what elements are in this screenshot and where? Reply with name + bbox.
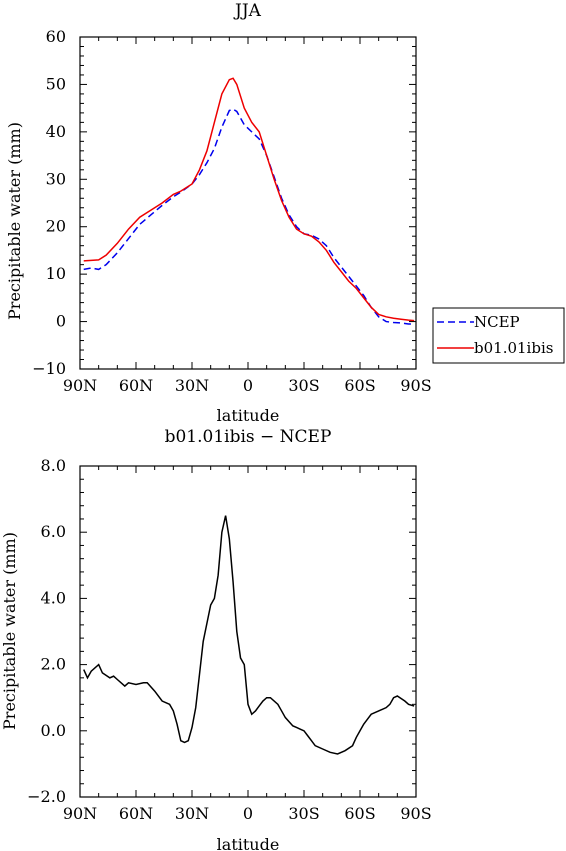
chart-bottom-x-tick-label: 30N [175, 804, 209, 823]
chart-bottom-ylabel: Precipitable water (mm) [0, 532, 19, 730]
chart-top-x-tick-label: 0 [243, 376, 253, 395]
chart-bottom-x-tick-label: 90N [63, 804, 97, 823]
chart-bottom-y-tick-label: 4.0 [41, 588, 66, 607]
chart-top-plot-frame [79, 36, 417, 370]
chart-bottom-y-tick-label: 2.0 [41, 655, 66, 674]
chart-top-ylabel: Precipitable water (mm) [5, 122, 24, 320]
chart-bottom-plot-frame [79, 465, 417, 798]
chart-top-x-tick-label: 30N [175, 376, 209, 395]
chart-top-y-tick-label: 20 [46, 217, 66, 236]
chart-top-x-tick-label: 30S [288, 376, 319, 395]
chart-top-y-tick-label: 30 [46, 169, 66, 188]
legend-box [432, 307, 565, 364]
chart-top-x-tick-label: 90N [63, 376, 97, 395]
legend-label-b01: b01.01ibis [474, 339, 553, 357]
chart-top-y-tick-label: 0 [56, 312, 66, 331]
chart-top-y-tick-label: 40 [46, 122, 66, 141]
chart-bottom-x-tick-label: 0 [243, 804, 253, 823]
chart-top-x-tick-label: 60S [344, 376, 375, 395]
chart-top-xlabel: latitude [217, 406, 280, 425]
chart-bottom-y-tick-label: 6.0 [41, 522, 66, 541]
chart-top-y-tick-label: 60 [46, 27, 66, 46]
chart-bottom-series-0 [83, 515, 415, 755]
chart-bottom: b01.01ibis − NCEP latitude Precipitable … [0, 427, 432, 851]
chart-top-y-tick-label: −10 [32, 359, 66, 378]
chart-bottom-xlabel: latitude [217, 835, 280, 851]
chart-top-y-tick-label: 10 [46, 264, 66, 283]
chart-top-series-ncep [83, 108, 415, 325]
chart-top-title: JJA [233, 1, 262, 21]
chart-bottom-x-tick-label: 60S [344, 804, 375, 823]
chart-top: JJA latitude Precipitable water (mm) 90N… [5, 1, 432, 425]
chart-bottom-y-tick-label: −2.0 [27, 787, 66, 806]
legend: NCEP b01.01ibis [432, 307, 565, 364]
legend-label-ncep: NCEP [474, 313, 520, 331]
chart-bottom-y-tick-label: 0.0 [41, 721, 66, 740]
chart-bottom-x-tick-label: 90S [400, 804, 431, 823]
chart-bottom-title: b01.01ibis − NCEP [165, 427, 332, 447]
chart-bottom-x-tick-label: 60N [119, 804, 153, 823]
chart-bottom-y-tick-label: 8.0 [41, 456, 66, 475]
chart-top-x-tick-label: 60N [119, 376, 153, 395]
chart-top-series-b01-01ibis [83, 77, 415, 322]
chart-top-y-tick-label: 50 [46, 74, 66, 93]
chart-top-x-tick-label: 90S [400, 376, 431, 395]
chart-bottom-x-tick-label: 30S [288, 804, 319, 823]
